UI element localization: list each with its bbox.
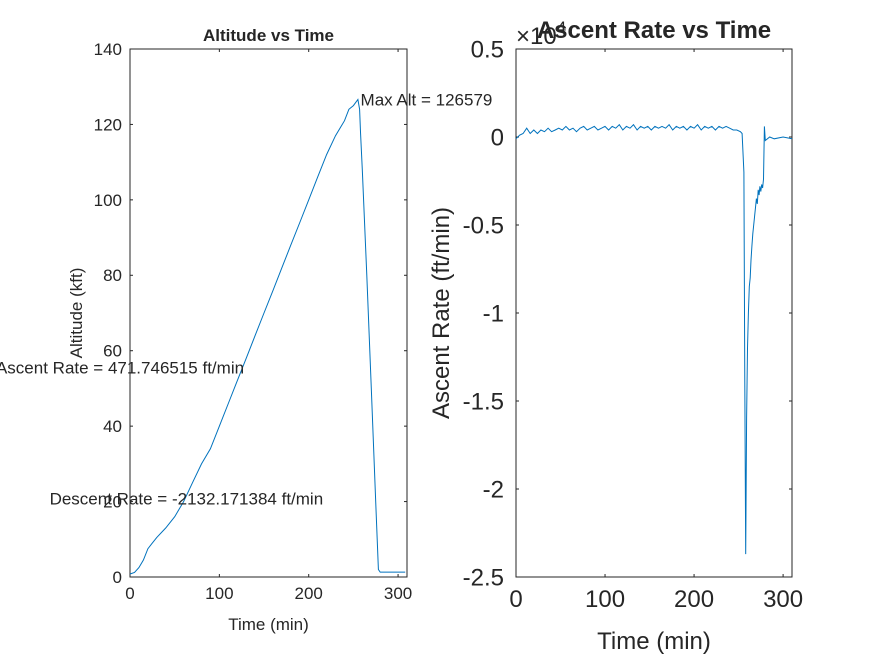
ascent-rate-y-tick-label: -2.5: [463, 564, 504, 591]
ascent-rate-y-axis-label: Ascent Rate (ft/min): [428, 207, 455, 419]
altitude-annotation-1: Ascent Rate = 471.746515 ft/min: [0, 359, 244, 378]
altitude-x-tick-label: 100: [205, 584, 233, 603]
ascent-rate-x-tick-label: 0: [509, 586, 522, 613]
altitude-y-tick-label: 40: [103, 417, 122, 436]
ascent-rate-x-ticks: 0 100 200 300: [509, 49, 803, 613]
altitude-x-tick-label: 200: [295, 584, 323, 603]
ascent-rate-y-tick-label: -1.5: [463, 388, 504, 415]
ascent-rate-x-tick-label: 100: [585, 586, 625, 613]
altitude-y-tick-label: 140: [94, 40, 122, 59]
altitude-series-line: [129, 98, 406, 575]
ascent-rate-y-ticks: 0.5 0 -0.5 -1 -1.5 -2 -2.5: [463, 36, 792, 591]
altitude-y-tick-label: 0: [113, 568, 122, 587]
ascent-rate-x-axis-label: Time (min): [597, 628, 711, 655]
altitude-y-tick-label: 60: [103, 342, 122, 361]
altitude-x-axis-label: Time (min): [228, 615, 309, 634]
ascent-rate-y-multiplier: ×104: [516, 18, 566, 50]
ascent-rate-y-tick-label: 0: [491, 124, 504, 151]
altitude-y-axis-label: Altitude (kft): [67, 268, 86, 359]
altitude-annotations: Max Alt = 126579 Ascent Rate = 471.746515…: [0, 90, 492, 508]
altitude-chart-title: Altitude vs Time: [203, 26, 334, 45]
altitude-y-tick-label: 20: [103, 493, 122, 512]
ascent-rate-x-tick-label: 300: [763, 586, 803, 613]
altitude-y-tick-label: 100: [94, 191, 122, 210]
altitude-x-tick-label: 300: [384, 584, 412, 603]
ascent-rate-y-tick-label: 0.5: [471, 36, 504, 63]
ascent-rate-y-tick-label: -1: [483, 300, 504, 327]
altitude-series: [129, 98, 406, 575]
altitude-y-tick-label: 80: [103, 266, 122, 285]
ascent-rate-y-multiplier-base: ×10: [516, 23, 557, 50]
ascent-rate-series-line: [515, 123, 793, 555]
ascent-rate-y-multiplier-exponent: 4: [557, 18, 566, 37]
ascent-rate-x-tick-label: 200: [674, 586, 714, 613]
altitude-y-tick-label: 120: [94, 115, 122, 134]
altitude-annotation-0: Max Alt = 126579: [361, 90, 493, 109]
ascent-rate-series: [515, 123, 793, 555]
ascent-rate-plot-area: [515, 48, 793, 578]
ascent-rate-chart: 0 100 200 300 0.5 0 -0.5 -1 -1.5 -2 -2.5 ×104 Asc…: [428, 17, 803, 655]
altitude-annotation-2: Descent Rate = -2132.171384 ft/min: [50, 490, 324, 509]
altitude-chart: Altitude vs Time Time (min) Altitude (kf…: [67, 26, 412, 634]
ascent-rate-y-tick-label: -0.5: [463, 212, 504, 239]
ascent-rate-chart-title: Ascent Rate vs Time: [537, 17, 771, 44]
altitude-y-ticks: 0 20 40 60 80 100 120 140: [94, 40, 407, 587]
altitude-x-tick-label: 0: [125, 584, 134, 603]
ascent-rate-y-tick-label: -2: [483, 476, 504, 503]
